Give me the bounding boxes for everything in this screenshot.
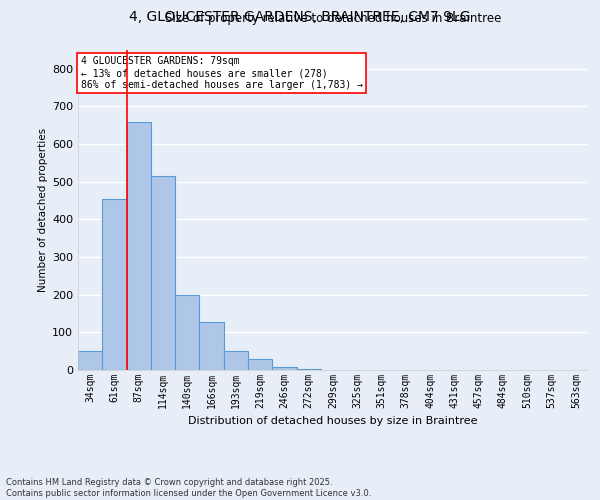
Bar <box>272 367 296 370</box>
Title: Size of property relative to detached houses in Braintree: Size of property relative to detached ho… <box>165 12 501 25</box>
Bar <box>248 358 272 370</box>
Text: 4, GLOUCESTER GARDENS, BRAINTREE, CM7 9LG: 4, GLOUCESTER GARDENS, BRAINTREE, CM7 9L… <box>129 10 471 24</box>
Text: 4 GLOUCESTER GARDENS: 79sqm
← 13% of detached houses are smaller (278)
86% of se: 4 GLOUCESTER GARDENS: 79sqm ← 13% of det… <box>80 56 362 90</box>
Bar <box>151 176 175 370</box>
Bar <box>78 351 102 370</box>
Bar <box>175 294 199 370</box>
Y-axis label: Number of detached properties: Number of detached properties <box>38 128 48 292</box>
X-axis label: Distribution of detached houses by size in Braintree: Distribution of detached houses by size … <box>188 416 478 426</box>
Bar <box>127 122 151 370</box>
Bar <box>296 369 321 370</box>
Bar <box>224 351 248 370</box>
Text: Contains HM Land Registry data © Crown copyright and database right 2025.
Contai: Contains HM Land Registry data © Crown c… <box>6 478 371 498</box>
Bar <box>102 200 127 370</box>
Bar <box>199 322 224 370</box>
